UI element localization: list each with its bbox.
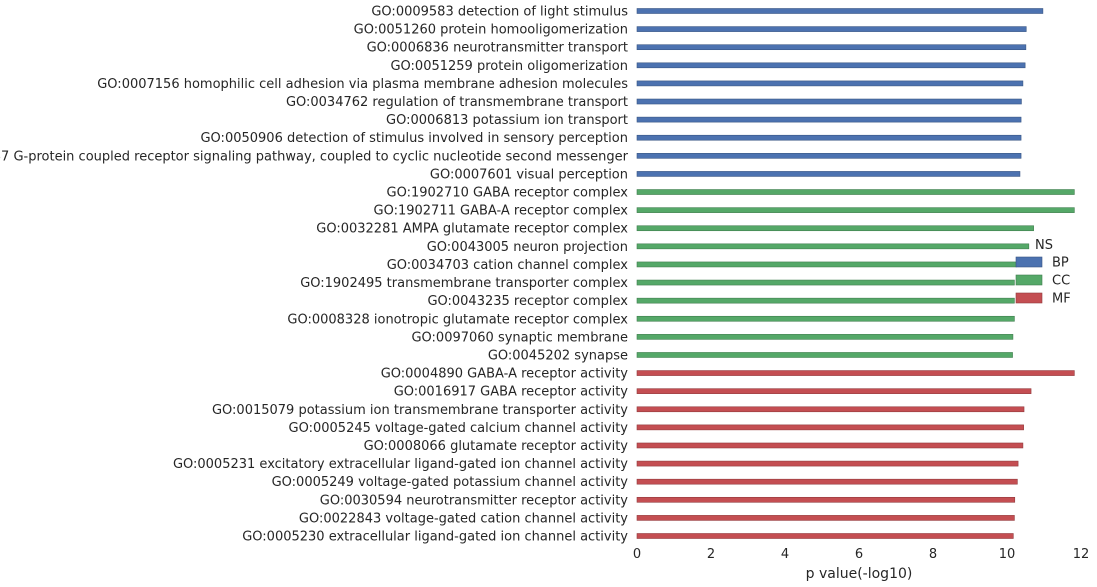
category-label: GO:0043005 neuron projection xyxy=(427,240,628,255)
bar-mf xyxy=(636,515,1015,521)
category-label: GO:0097060 synaptic membrane xyxy=(411,330,628,345)
category-label: GO:0006836 neurotransmitter transport xyxy=(367,41,628,56)
bar-bp xyxy=(636,26,1027,32)
bar-bp xyxy=(636,171,1021,177)
bar-bp xyxy=(636,98,1022,105)
category-label: GO:0032281 AMPA glutamate receptor compl… xyxy=(316,222,628,237)
bar-bp xyxy=(636,80,1024,87)
bar-bp xyxy=(636,62,1026,69)
bar-bp xyxy=(636,134,1022,141)
category-labels-layer: GO:0009583 detection of light stimulus GO… xyxy=(0,5,629,545)
category-label: GO:1902495 transmembrane transporter com… xyxy=(300,276,628,291)
x-tick-label: 10 xyxy=(999,547,1016,562)
legend-title: NS xyxy=(1035,238,1053,253)
category-label: GO:0016917 GABA receptor activity xyxy=(394,385,629,400)
bar-bp xyxy=(636,8,1044,14)
category-label: GO:0005249 voltage-gated potassium chann… xyxy=(272,475,629,490)
legend-label-cc: CC xyxy=(1052,274,1070,289)
bar-cc xyxy=(636,189,1075,195)
category-label: GO:0009583 detection of light stimulus xyxy=(371,5,628,20)
x-tick-label: 8 xyxy=(929,547,937,562)
bar-bp xyxy=(636,44,1027,51)
x-axis-title: p value(-log10) xyxy=(806,566,913,582)
bar-mf xyxy=(636,406,1025,413)
bar-cc xyxy=(636,261,1017,268)
legend-label-bp: BP xyxy=(1052,256,1069,271)
bar-cc xyxy=(636,315,1015,322)
category-label: GO:0006813 potassium ion transport xyxy=(386,113,628,128)
category-label: GO:0045202 synapse xyxy=(488,348,628,363)
category-label: GO:0034762 regulation of transmembrane t… xyxy=(286,95,628,110)
category-label: GO:0008328 ionotropic glutamate receptor… xyxy=(287,312,628,327)
bar-cc xyxy=(636,225,1034,232)
bar-mf xyxy=(636,370,1075,376)
bar-mf xyxy=(636,496,1016,503)
category-label: GO:0007156 homophilic cell adhesion via … xyxy=(97,77,628,92)
category-label: GO:0015079 potassium ion transmembrane t… xyxy=(212,403,628,418)
x-tick-label: 12 xyxy=(1073,547,1090,562)
category-label: GO:0043235 receptor complex xyxy=(427,294,628,309)
category-label: GO:1902710 GABA receptor complex xyxy=(387,186,629,201)
category-label: GO:0005231 excitatory extracellular liga… xyxy=(173,457,628,472)
legend-swatch-mf xyxy=(1015,292,1043,304)
category-label: GO:0050906 detection of stimulus involve… xyxy=(200,131,628,146)
category-label: GO:0030594 neurotransmitter receptor act… xyxy=(320,493,629,508)
x-tick-label: 0 xyxy=(633,547,641,562)
legend: NS BP CC MF xyxy=(1015,238,1071,307)
x-ticks-layer: 0 2 4 6 8 10 12 xyxy=(633,547,1089,562)
category-label: GO:0022843 voltage-gated cation channel … xyxy=(299,511,628,526)
x-tick-label: 6 xyxy=(855,547,863,562)
bar-mf xyxy=(636,533,1014,539)
category-label: GO:0051259 protein oligomerization xyxy=(390,59,628,74)
x-tick-label: 4 xyxy=(781,547,789,562)
bar-cc xyxy=(636,279,1015,286)
category-label: GO:0005230 extracellular ligand-gated io… xyxy=(242,530,628,545)
bar-mf xyxy=(636,460,1019,467)
bar-cc xyxy=(636,352,1013,358)
legend-swatch-bp xyxy=(1015,256,1043,268)
category-label: GO:0007187 G-protein coupled receptor si… xyxy=(0,149,629,164)
category-label: GO:0008066 glutamate receptor activity xyxy=(364,439,629,454)
bar-cc xyxy=(636,243,1030,250)
category-label: GO:0005245 voltage-gated calcium channel… xyxy=(289,421,629,436)
legend-swatch-cc xyxy=(1015,274,1043,286)
bar-mf xyxy=(636,424,1024,431)
bar-mf xyxy=(636,388,1032,394)
bars-layer xyxy=(636,8,1075,539)
category-label: GO:1902711 GABA-A receptor complex xyxy=(374,204,629,219)
bar-bp xyxy=(636,153,1022,159)
bar-cc xyxy=(636,334,1014,340)
bar-mf xyxy=(636,442,1024,449)
category-label: GO:0051260 protein homooligomerization xyxy=(354,23,628,38)
x-tick-label: 2 xyxy=(707,547,715,562)
bar-bp xyxy=(636,116,1022,123)
category-label: GO:0004890 GABA-A receptor activity xyxy=(381,367,629,382)
bar-cc xyxy=(636,297,1015,304)
category-label: GO:0034703 cation channel complex xyxy=(387,258,629,273)
legend-label-mf: MF xyxy=(1052,292,1071,307)
bar-mf xyxy=(636,478,1018,485)
bar-cc xyxy=(636,207,1075,213)
category-label: GO:0007601 visual perception xyxy=(430,167,628,182)
